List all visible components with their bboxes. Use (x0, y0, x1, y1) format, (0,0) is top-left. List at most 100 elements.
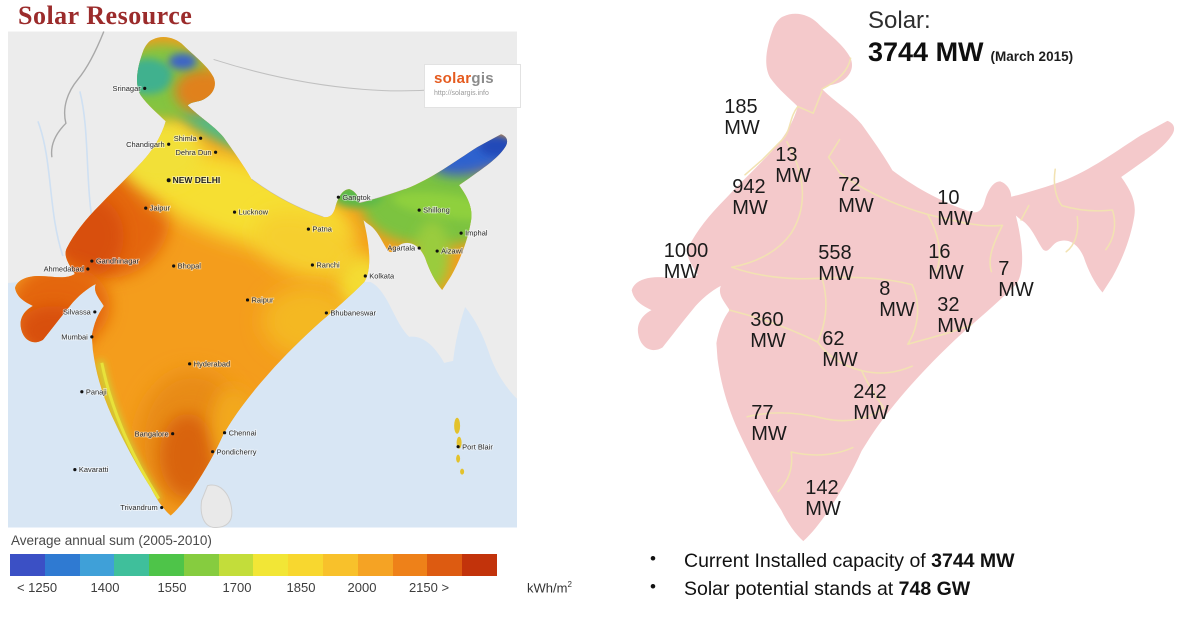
capacity-value: 77 (751, 402, 774, 424)
city-dot-new-delhi (166, 178, 171, 183)
capacity-unit: MW (937, 208, 973, 230)
capacity-unit: MW (822, 349, 858, 371)
summary-bullets: • Current Installed capacity of 3744 MW • S… (600, 549, 1178, 606)
city-dot-shillong (417, 208, 421, 212)
city-label-srinagar: Srinagar (113, 84, 142, 93)
city-label-chandigarh: Chandigarh (126, 140, 165, 149)
capacity-unit: MW (937, 315, 973, 337)
legend-cell-12 (427, 554, 463, 576)
capacity-label-185-mw: 185 MW (724, 97, 760, 139)
city-label-bhopal: Bhopal (178, 262, 202, 271)
city-dot-pondicherry (211, 450, 215, 454)
capacity-value: 16 (928, 241, 951, 263)
bullet-2: • Solar potential stands at 748 GW (600, 577, 1178, 606)
legend-tick-1250: < 1250 (16, 580, 58, 595)
city-label-lucknow: Lucknow (239, 208, 269, 217)
city-dot-gandhinagar (90, 259, 94, 263)
bullet-dot: • (650, 577, 656, 596)
legend-cell-3 (114, 554, 150, 576)
capacity-label-62-mw: 62 MW (822, 329, 858, 371)
legend-cell-7 (253, 554, 289, 576)
city-dot-hyderabad (188, 362, 192, 366)
city-dot-bhopal (172, 264, 176, 268)
capacity-label-242-mw: 242 MW (853, 382, 889, 424)
capacity-total: 3744 MW (868, 37, 984, 67)
city-dot-patna (306, 227, 311, 231)
capacity-label-558-mw: 558 MW (818, 243, 854, 285)
city-label-gandhinagar: Gandhinagar (96, 257, 140, 266)
legend-cell-9 (323, 554, 358, 576)
capacity-date: (March 2015) (990, 49, 1074, 64)
city-label-chennai: Chennai (229, 428, 257, 437)
capacity-value: 360 (750, 309, 784, 331)
legend-cell-8 (288, 554, 324, 576)
city-dot-panaji (80, 390, 84, 394)
city-dot-raipur (245, 298, 250, 302)
capacity-unit: MW (838, 195, 874, 217)
legend-tick-1400: 1400 (90, 580, 120, 595)
city-label-pondicherry: Pondicherry (217, 447, 257, 456)
capacity-unit: MW (879, 299, 915, 321)
legend-cell-11 (392, 554, 428, 576)
capacity-value: 72 (838, 174, 861, 196)
city-label-gangtok: Gangtok (342, 193, 370, 202)
city-label-ranchi: Ranchi (316, 261, 340, 270)
city-label-port-blair: Port Blair (462, 442, 493, 451)
capacity-unit: MW (998, 279, 1034, 301)
capacity-label-942-mw: 942 MW (732, 177, 768, 219)
capacity-value: 242 (853, 381, 887, 403)
capacity-label-77-mw: 77 MW (751, 403, 787, 445)
capacity-unit: MW (750, 330, 786, 352)
city-dot-lucknow (232, 210, 237, 214)
page-title: Solar Resource (18, 1, 193, 30)
city-label-shimla: Shimla (174, 134, 198, 143)
capacity-value: 942 (732, 176, 766, 198)
unit-superscript: 2 (567, 580, 572, 589)
installed-capacity-panel: Solar: 3744 MW (March 2015) 185 MW 13 MW 942 M… (600, 0, 1178, 623)
legend-cell-4 (149, 554, 184, 576)
capacity-value: 62 (822, 328, 845, 350)
capacity-title-line1: Solar: (868, 7, 931, 34)
city-label-bhubaneswar: Bhubaneswar (330, 309, 376, 318)
city-dot-dehra-dun (213, 150, 218, 154)
legend-caption: Average annual sum (2005-2010) (11, 533, 212, 548)
solargis-url: http://solargis.info (434, 90, 489, 97)
city-dot-jaipur (144, 206, 148, 210)
capacity-value: 8 (879, 278, 891, 300)
legend-tick-1550: 1550 (157, 580, 187, 595)
solargis-logo: solargis http://solargis.info (424, 64, 521, 108)
brand-solar: solar (434, 70, 472, 87)
capacity-value: 7 (998, 258, 1010, 280)
bullet-text: Solar potential stands at 748 GW (684, 578, 971, 600)
capacity-unit: MW (805, 498, 841, 520)
city-dot-aizawl (435, 249, 439, 253)
city-label-hyderabad: Hyderabad (194, 359, 231, 368)
capacity-label-7-mw: 7 MW (998, 259, 1034, 301)
city-label-ahmedabad: Ahmedabad (44, 265, 84, 274)
capacity-label-10-mw: 10 MW (937, 188, 973, 230)
capacity-label-142-mw: 142 MW (805, 478, 841, 520)
bullet-bold-value: 3744 MW (931, 550, 1015, 572)
legend-unit: kWh/m2 (527, 580, 572, 595)
legend-cell-13 (462, 554, 497, 576)
bullet-text: Current Installed capacity of 3744 MW (684, 550, 1015, 572)
capacity-unit: MW (732, 197, 768, 219)
capacity-value: 10 (937, 187, 960, 209)
city-label-jaipur: Jaipur (150, 204, 171, 213)
city-dot-kavaratti (73, 468, 77, 472)
legend-cell-10 (357, 554, 393, 576)
legend-cell-0 (10, 554, 45, 576)
city-dot-mumbai (90, 335, 94, 339)
india-pink-shape (631, 13, 1175, 542)
solar-irradiance-map: Srinagar Shimla Dehra Dun Chandigarh NEW DEL… (8, 31, 521, 528)
city-dot-bhubaneswar (324, 311, 328, 315)
capacity-unit: MW (663, 261, 700, 283)
city-dot-gangtok (336, 195, 340, 199)
capacity-label-13-mw: 13 MW (775, 145, 811, 187)
india-irradiance-svg: Srinagar Shimla Dehra Dun Chandigarh NEW DEL… (8, 31, 517, 528)
capacity-value: 1000 (663, 240, 709, 262)
city-label-silvassa: Silvassa (63, 308, 92, 317)
city-dot-chandigarh (167, 142, 171, 146)
legend-tick-2000: 2000 (347, 580, 377, 595)
capacity-value: 558 (818, 242, 852, 264)
